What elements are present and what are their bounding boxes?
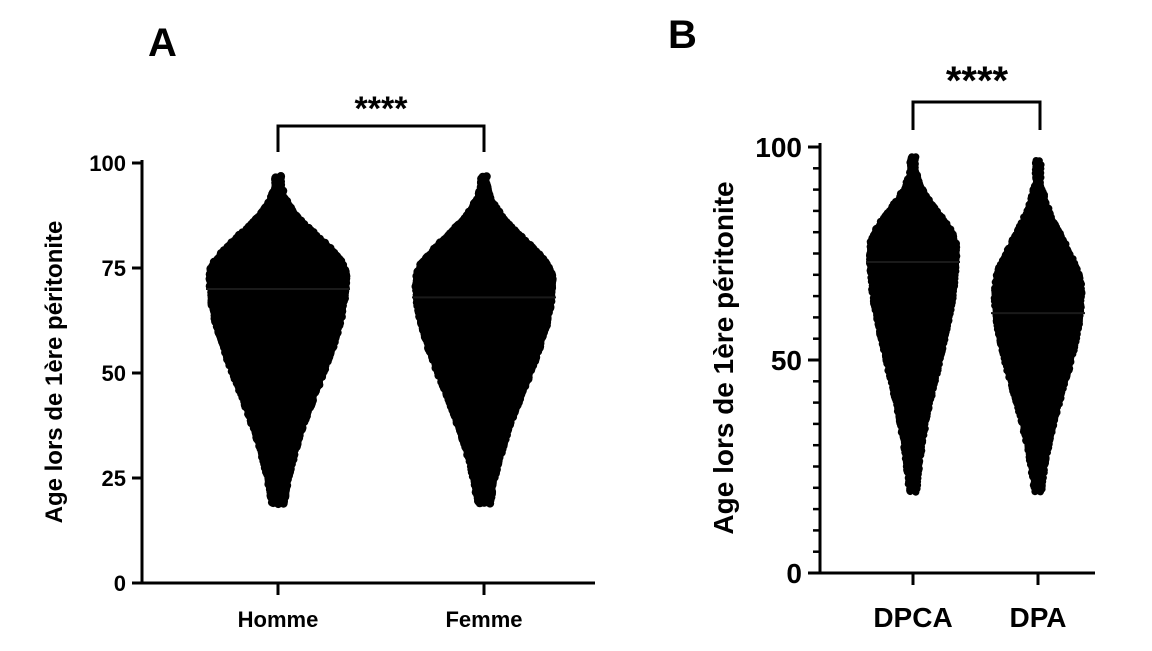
- panel-a-letter: A: [148, 21, 177, 65]
- data-point: [276, 172, 286, 181]
- panel-a-points: [205, 172, 557, 509]
